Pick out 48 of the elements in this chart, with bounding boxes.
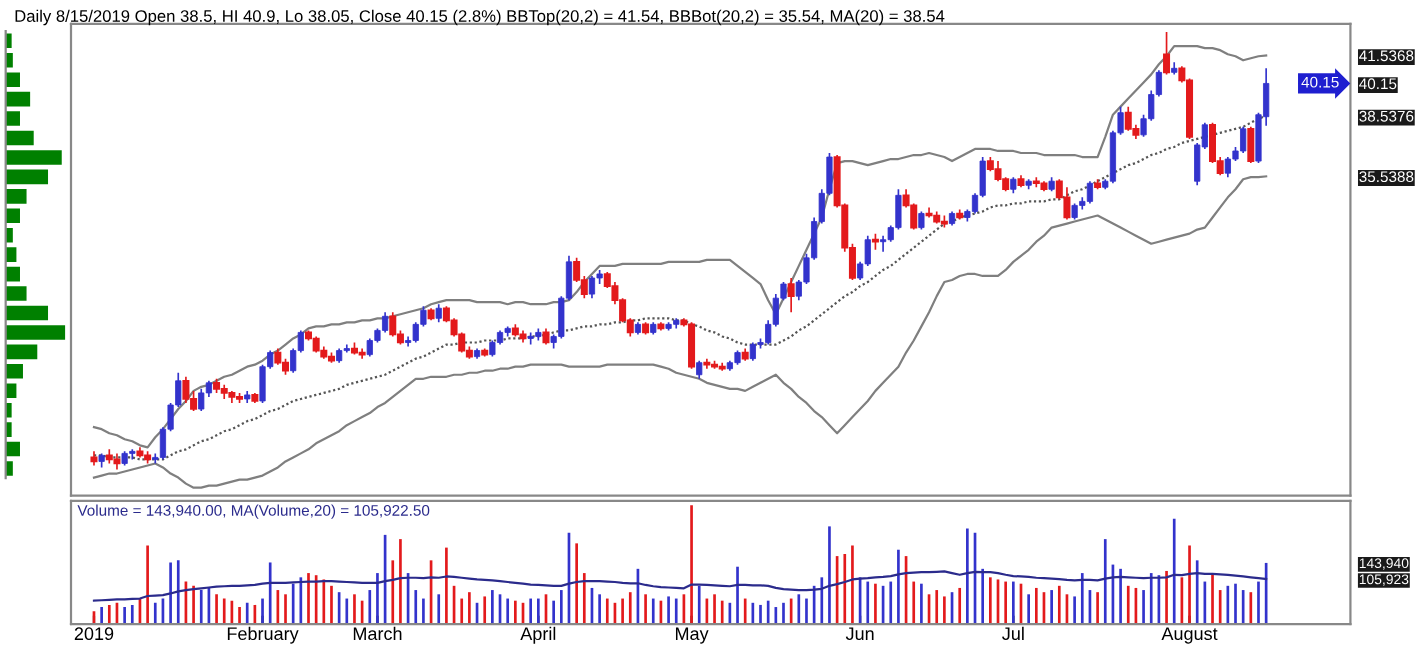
bar (5, 189, 27, 204)
x-tick-label: 2019 (74, 627, 114, 641)
bar (5, 364, 23, 379)
candlestick (696, 359, 703, 380)
candlestick (787, 277, 795, 314)
candlestick (588, 275, 596, 299)
candlestick (182, 375, 190, 404)
candlestick (879, 234, 887, 253)
candlestick (435, 303, 442, 324)
bar (5, 169, 49, 185)
candlestick (1163, 31, 1171, 76)
candlestick (366, 337, 373, 358)
candlestick (994, 160, 1002, 183)
candlestick (198, 388, 205, 412)
bar (5, 344, 38, 360)
bar (5, 325, 66, 340)
line-series (92, 45, 1268, 449)
bar (5, 305, 49, 321)
bar (5, 150, 62, 165)
x-tick-label: Jul (1002, 626, 1024, 641)
x-tick-label: April (520, 626, 556, 644)
chart-title: Daily 8/15/2019 Open 38.5, HI 40.9, Lo 38.05, Close 40.15 (2.8%) BBTop(20,2) = 41.54, BBBot(20,2) = 35.54, MA(20) = 38.54 (15, 9, 945, 26)
x-tick-label: Jun (845, 627, 874, 641)
candlestick (925, 206, 933, 219)
bar (5, 72, 20, 87)
candlestick (1124, 105, 1132, 132)
candlestick (1063, 186, 1071, 221)
candlestick (1247, 125, 1255, 164)
candlestick (382, 311, 389, 334)
bar (5, 208, 20, 224)
line-series (92, 570, 1268, 602)
candlestick (527, 331, 534, 346)
line-series (92, 175, 1268, 489)
x-tick-label: May (675, 627, 709, 644)
x-tick-label: August (1161, 627, 1218, 644)
candlestick (749, 341, 756, 362)
bar (5, 91, 31, 107)
candlestick (1224, 156, 1231, 179)
bar (5, 130, 34, 146)
candlestick (1240, 125, 1247, 154)
bar (5, 286, 27, 301)
candlestick (389, 311, 397, 338)
x-tick-label: February (227, 626, 299, 644)
x-tick-label: March (353, 626, 402, 641)
bar (5, 111, 20, 126)
candlestick (918, 210, 925, 231)
candlestick (688, 321, 696, 370)
candlestick (1086, 180, 1094, 205)
